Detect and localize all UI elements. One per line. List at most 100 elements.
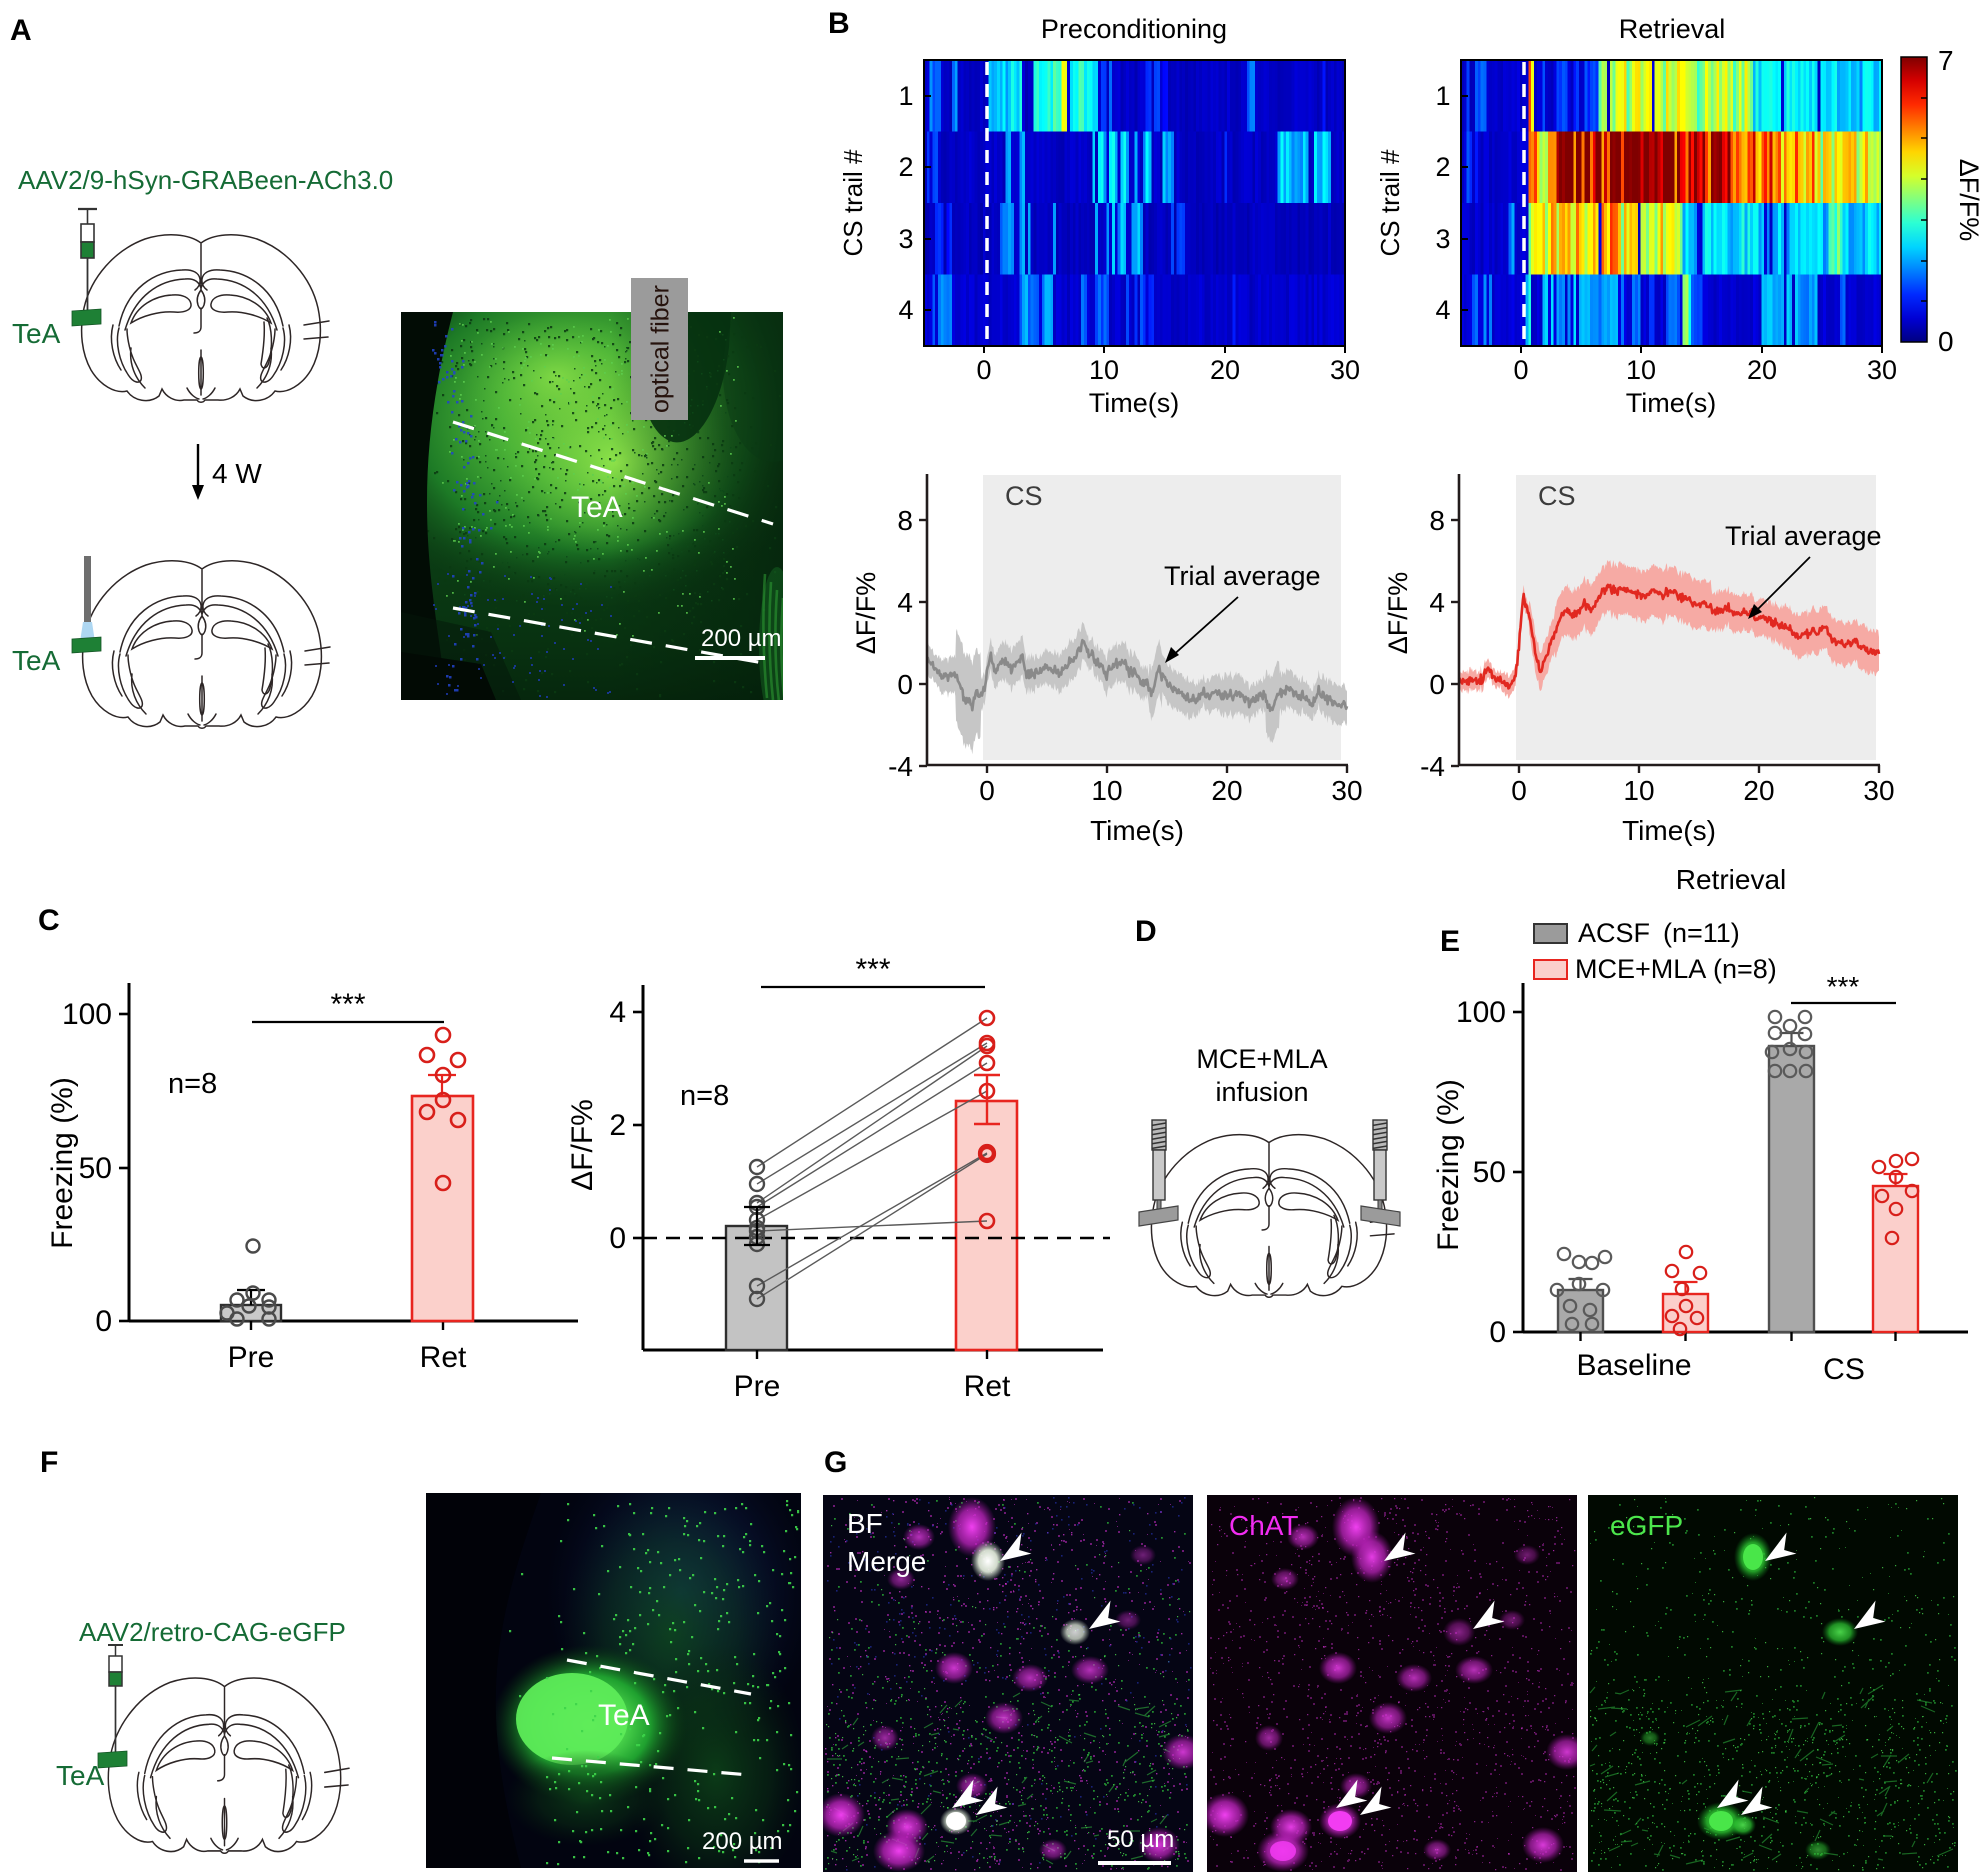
svg-text:200 µm: 200 µm <box>701 625 782 652</box>
svg-text:n=8: n=8 <box>680 1080 729 1112</box>
svg-text:n=8: n=8 <box>168 1068 217 1100</box>
svg-text:Preconditioning: Preconditioning <box>1041 14 1227 44</box>
svg-text:4: 4 <box>897 587 913 618</box>
svg-text:Trial average: Trial average <box>1725 521 1882 551</box>
svg-text:D: D <box>1135 915 1157 948</box>
svg-text:2: 2 <box>898 152 913 182</box>
svg-text:20: 20 <box>1211 775 1242 806</box>
svg-text:ΔF/F%: ΔF/F% <box>851 572 881 655</box>
svg-text:CS: CS <box>1823 1353 1865 1386</box>
svg-text:B: B <box>828 7 850 40</box>
svg-text:ΔF/F%: ΔF/F% <box>566 1099 599 1191</box>
svg-text:TeA: TeA <box>571 491 623 524</box>
svg-text:30: 30 <box>1331 775 1362 806</box>
svg-text:20: 20 <box>1210 355 1240 385</box>
svg-text:50 µm: 50 µm <box>1107 1826 1174 1853</box>
svg-text:100: 100 <box>1456 996 1506 1029</box>
svg-text:Time(s): Time(s) <box>1622 815 1716 846</box>
svg-text:ΔF/F%: ΔF/F% <box>1383 572 1413 655</box>
svg-text:Retrieval: Retrieval <box>1676 864 1786 895</box>
svg-text:10: 10 <box>1091 775 1122 806</box>
svg-text:30: 30 <box>1863 775 1894 806</box>
svg-text:20: 20 <box>1747 355 1777 385</box>
svg-text:0: 0 <box>1489 1316 1506 1349</box>
svg-text:7: 7 <box>1938 45 1954 76</box>
svg-text:***: *** <box>330 988 365 1021</box>
svg-text:G: G <box>824 1446 847 1479</box>
svg-text:4 W: 4 W <box>212 458 262 489</box>
svg-text:Time(s): Time(s) <box>1089 388 1179 418</box>
svg-text:30: 30 <box>1330 355 1360 385</box>
svg-text:optical fiber: optical fiber <box>647 285 675 413</box>
svg-text:50: 50 <box>79 1152 112 1185</box>
svg-text:0: 0 <box>1513 355 1528 385</box>
svg-text:Retrieval: Retrieval <box>1619 14 1726 44</box>
svg-text:CS: CS <box>1005 481 1043 511</box>
svg-text:1: 1 <box>898 81 913 111</box>
svg-text:2: 2 <box>1435 152 1450 182</box>
svg-text:Freezing (%): Freezing (%) <box>46 1077 79 1249</box>
svg-text:Pre: Pre <box>228 1341 275 1374</box>
svg-text:4: 4 <box>1429 587 1445 618</box>
svg-text:0: 0 <box>976 355 991 385</box>
svg-text:0: 0 <box>897 669 913 700</box>
svg-text:A: A <box>10 14 32 47</box>
svg-text:8: 8 <box>897 505 913 536</box>
svg-text:(n=11): (n=11) <box>1663 918 1740 948</box>
svg-text:Trial average: Trial average <box>1164 561 1321 591</box>
svg-text:C: C <box>38 904 60 937</box>
svg-text:TeA: TeA <box>12 645 61 676</box>
svg-text:E: E <box>1440 925 1460 958</box>
svg-text:10: 10 <box>1089 355 1119 385</box>
svg-text:1: 1 <box>1435 81 1450 111</box>
svg-text:10: 10 <box>1623 775 1654 806</box>
svg-text:0: 0 <box>609 1222 626 1255</box>
svg-text:CS trail #: CS trail # <box>838 149 868 256</box>
svg-text:Time(s): Time(s) <box>1090 815 1184 846</box>
svg-text:(n=8): (n=8) <box>1713 954 1777 984</box>
svg-text:TeA: TeA <box>598 1699 650 1732</box>
svg-text:Freezing (%): Freezing (%) <box>1432 1079 1465 1251</box>
svg-text:4: 4 <box>1435 295 1450 325</box>
svg-text:Ret: Ret <box>420 1341 467 1374</box>
svg-text:0: 0 <box>979 775 995 806</box>
svg-text:BF: BF <box>847 1508 883 1539</box>
svg-text:Time(s): Time(s) <box>1626 388 1716 418</box>
svg-text:0: 0 <box>1511 775 1527 806</box>
svg-text:ChAT: ChAT <box>1229 1510 1299 1541</box>
svg-text:***: *** <box>1827 971 1860 1002</box>
svg-text:50: 50 <box>1473 1156 1506 1189</box>
svg-text:MCE+MLA: MCE+MLA <box>1196 1044 1327 1074</box>
svg-text:3: 3 <box>1435 224 1450 254</box>
svg-text:30: 30 <box>1867 355 1897 385</box>
svg-text:AAV2/9-hSyn-GRABeen-ACh3.0: AAV2/9-hSyn-GRABeen-ACh3.0 <box>18 165 393 195</box>
svg-text:100: 100 <box>62 998 112 1031</box>
svg-text:eGFP: eGFP <box>1610 1510 1683 1541</box>
svg-text:TeA: TeA <box>12 318 61 349</box>
svg-text:Merge: Merge <box>847 1546 926 1577</box>
svg-text:Ret: Ret <box>964 1370 1011 1403</box>
svg-text:2: 2 <box>609 1109 626 1142</box>
svg-text:10: 10 <box>1626 355 1656 385</box>
svg-text:0: 0 <box>1429 669 1445 700</box>
svg-text:AAV2/retro-CAG-eGFP: AAV2/retro-CAG-eGFP <box>79 1617 346 1647</box>
svg-text:MCE+MLA: MCE+MLA <box>1575 954 1706 984</box>
svg-text:8: 8 <box>1429 505 1445 536</box>
svg-text:0: 0 <box>95 1305 112 1338</box>
svg-text:-4: -4 <box>888 751 913 782</box>
svg-text:CS: CS <box>1538 481 1576 511</box>
svg-text:ACSF: ACSF <box>1578 918 1650 948</box>
svg-text:ΔF/F%: ΔF/F% <box>1954 159 1984 242</box>
svg-text:4: 4 <box>609 996 626 1029</box>
svg-text:***: *** <box>855 953 890 986</box>
svg-text:0: 0 <box>1938 326 1954 357</box>
svg-text:infusion: infusion <box>1215 1077 1308 1107</box>
svg-text:4: 4 <box>898 295 913 325</box>
svg-text:TeA: TeA <box>56 1760 105 1791</box>
svg-text:F: F <box>40 1446 58 1479</box>
svg-text:Baseline: Baseline <box>1576 1349 1691 1382</box>
svg-text:-4: -4 <box>1420 751 1445 782</box>
svg-text:CS trail #: CS trail # <box>1375 149 1405 256</box>
svg-text:3: 3 <box>898 224 913 254</box>
svg-text:20: 20 <box>1743 775 1774 806</box>
